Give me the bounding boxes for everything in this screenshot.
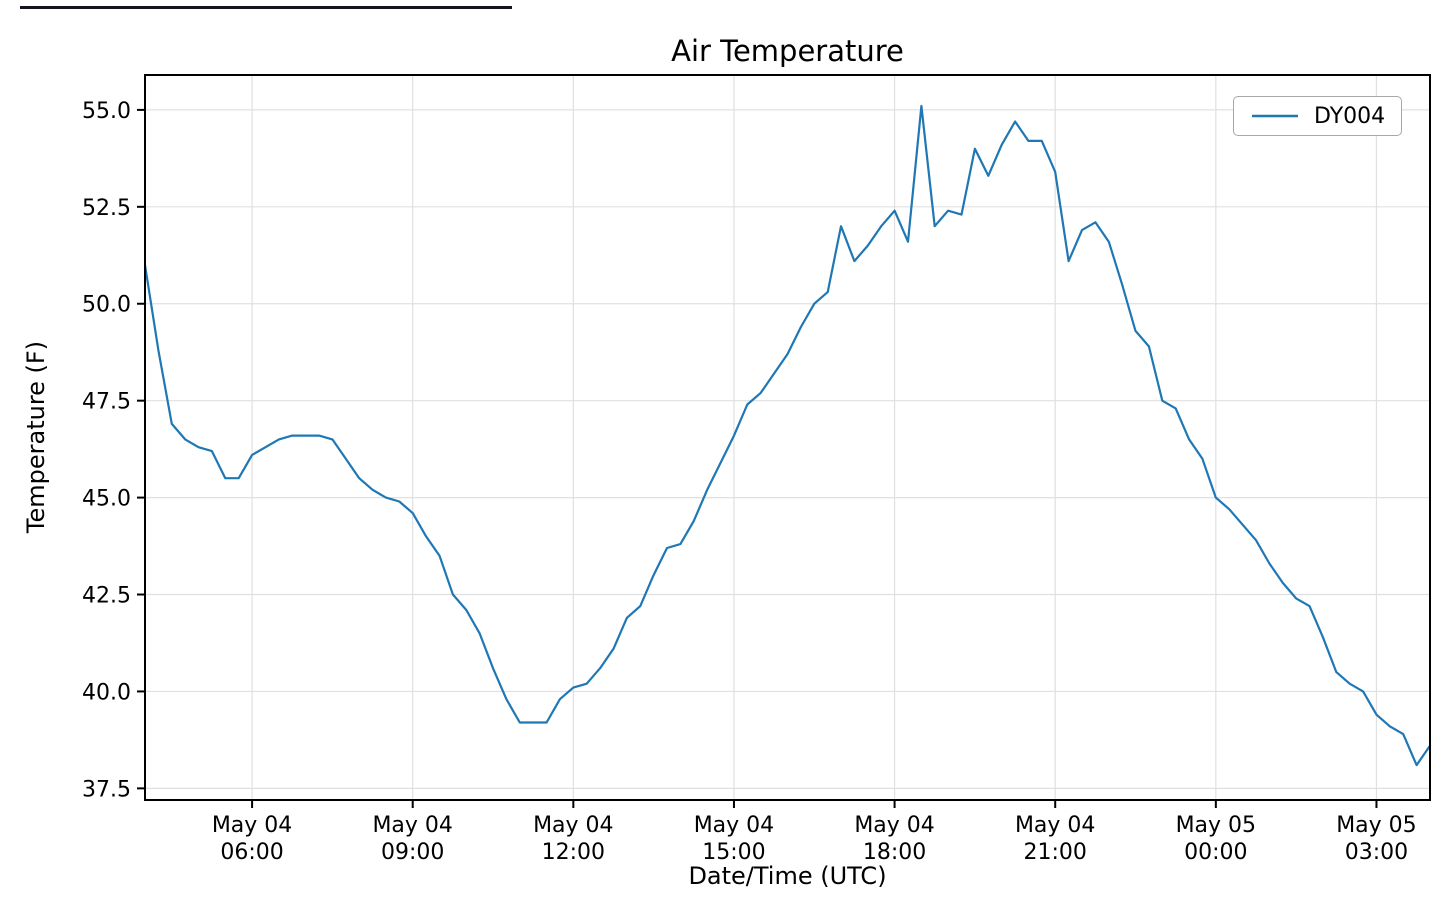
y-tick-label-3: 45.0 <box>82 487 131 512</box>
x-tick-label-4: May 04 18:00 <box>854 813 934 865</box>
x-tick-label-1: May 04 09:00 <box>372 813 452 865</box>
legend-label: DY004 <box>1314 103 1386 129</box>
y-tick-label-1: 40.0 <box>82 680 131 705</box>
y-tick-label-5: 50.0 <box>82 293 131 318</box>
x-tick-label-6: May 05 00:00 <box>1176 813 1256 865</box>
x-tick-label-0: May 04 06:00 <box>212 813 292 865</box>
x-tick-label-7: May 05 03:00 <box>1336 813 1416 865</box>
y-tick-label-0: 37.5 <box>82 777 131 802</box>
plot-border <box>144 74 1431 801</box>
x-tick-label-3: May 04 15:00 <box>694 813 774 865</box>
y-tick-label-6: 52.5 <box>82 196 131 221</box>
y-tick-label-7: 55.0 <box>82 99 131 124</box>
legend-line-swatch <box>1252 114 1298 118</box>
x-tick-label-2: May 04 12:00 <box>533 813 613 865</box>
series-line-DY004 <box>143 104 1432 767</box>
top-edge-artifact-line <box>20 6 512 9</box>
chart-title: Air Temperature <box>671 34 904 68</box>
y-tick-label-2: 42.5 <box>82 584 131 609</box>
x-tick-label-5: May 04 21:00 <box>1015 813 1095 865</box>
legend: DY004 <box>1233 96 1403 136</box>
y-axis-label: Temperature (F) <box>22 340 50 534</box>
x-axis-label: Date/Time (UTC) <box>688 862 887 890</box>
y-tick-label-4: 47.5 <box>82 390 131 415</box>
